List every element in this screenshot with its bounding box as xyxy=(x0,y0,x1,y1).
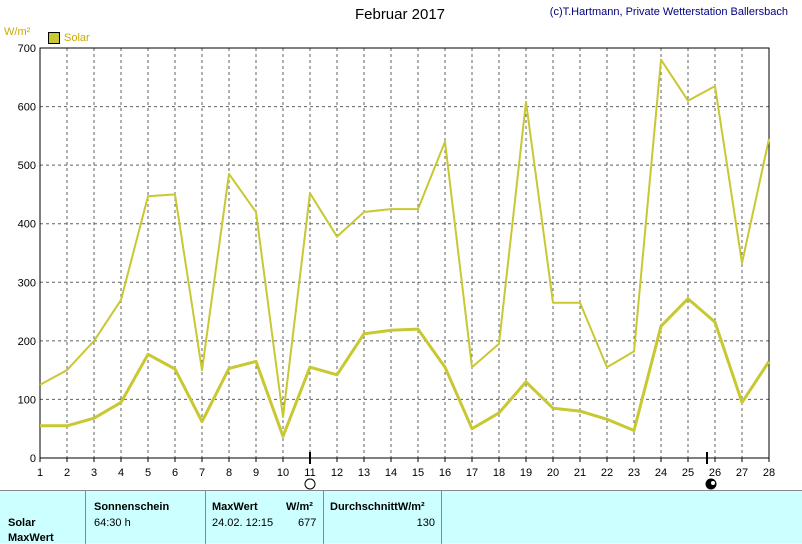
new-moon-highlight xyxy=(711,481,715,485)
x-tick-label: 22 xyxy=(601,467,613,479)
panel-maxwert-column: MaxWert W/m² 24.02. 12:15 677 xyxy=(206,491,324,544)
x-tick-label: 2 xyxy=(64,467,70,479)
x-tick-label: 24 xyxy=(655,467,667,479)
x-tick-label: 16 xyxy=(439,467,451,479)
legend-label: Solar xyxy=(64,32,90,44)
maxwert-value: 677 xyxy=(298,517,317,529)
x-tick-label: 19 xyxy=(520,467,532,479)
x-tick-label: 18 xyxy=(493,467,505,479)
x-tick-label: 17 xyxy=(466,467,478,479)
average-header: DurchschnittW/m² xyxy=(330,501,425,513)
sonnenschein-value: 64:30 h xyxy=(94,517,131,529)
panel-sonnenschein-column: Sonnenschein 64:30 h xyxy=(86,491,206,544)
y-tick-label: 600 xyxy=(18,102,36,114)
row-label-solar: Solar xyxy=(8,517,36,529)
x-tick-label: 27 xyxy=(736,467,748,479)
y-tick-label: 400 xyxy=(18,219,36,231)
panel-average-column: DurchschnittW/m² 130 xyxy=(324,491,442,544)
series-line-avg xyxy=(40,297,771,438)
y-tick-label: 200 xyxy=(18,336,36,348)
x-tick-label: 7 xyxy=(199,467,205,479)
x-tick-label: 25 xyxy=(682,467,694,479)
x-tick-label: 1 xyxy=(37,467,43,479)
average-value: 130 xyxy=(416,517,435,529)
panel-label-column: Solar MaxWert xyxy=(0,491,86,544)
chart-title: Februar 2017 xyxy=(354,6,446,23)
legend-swatch xyxy=(48,32,60,44)
chart-area: 0 100 200 300 400 500 600 700 1 2 3 4 5 6 7 8 9 10 11 12 13 1… xyxy=(18,43,775,490)
y-tick-label: 300 xyxy=(18,277,36,289)
x-tick-label: 8 xyxy=(226,467,232,479)
row-label-maxwert: MaxWert xyxy=(8,532,54,544)
y-tick-label: 100 xyxy=(18,394,36,406)
x-tick-label: 14 xyxy=(385,467,397,479)
x-tick-label: 6 xyxy=(172,467,178,479)
x-tick-label: 28 xyxy=(763,467,775,479)
x-tick-label: 4 xyxy=(118,467,124,479)
maxwert-unit: W/m² xyxy=(286,501,313,513)
y-tick-label: 0 xyxy=(30,453,36,465)
x-tick-label: 11 xyxy=(304,467,315,479)
x-tick-label: 12 xyxy=(331,467,343,479)
x-tick-label: 3 xyxy=(91,467,97,479)
series-line-max xyxy=(39,58,770,418)
summary-panel: Solar MaxWert Sonnenschein 64:30 h MaxWe… xyxy=(0,490,802,544)
x-tick-label: 15 xyxy=(412,467,424,479)
legend: Solar xyxy=(48,32,90,44)
copyright-text: (c)T.Hartmann, Private Wetterstation Bal… xyxy=(549,6,788,18)
maxwert-header: MaxWert xyxy=(212,501,258,513)
plot-frame xyxy=(39,47,770,459)
x-tick-label: 26 xyxy=(709,467,721,479)
x-tick-label: 21 xyxy=(574,467,586,479)
x-tick-label: 10 xyxy=(277,467,289,479)
sonnenschein-header: Sonnenschein xyxy=(94,501,170,513)
y-tick-label: 500 xyxy=(18,160,36,172)
maxwert-date: 24.02. 12:15 xyxy=(212,517,274,529)
x-tick-label: 13 xyxy=(358,467,370,479)
x-tick-label: 23 xyxy=(628,467,640,479)
y-tick-label: 700 xyxy=(18,43,36,55)
x-tick-label: 9 xyxy=(253,467,259,479)
x-tick-label: 20 xyxy=(547,467,559,479)
y-axis-unit: W/m² xyxy=(4,26,31,38)
full-moon-icon xyxy=(304,478,316,490)
x-tick-label: 5 xyxy=(145,467,151,479)
